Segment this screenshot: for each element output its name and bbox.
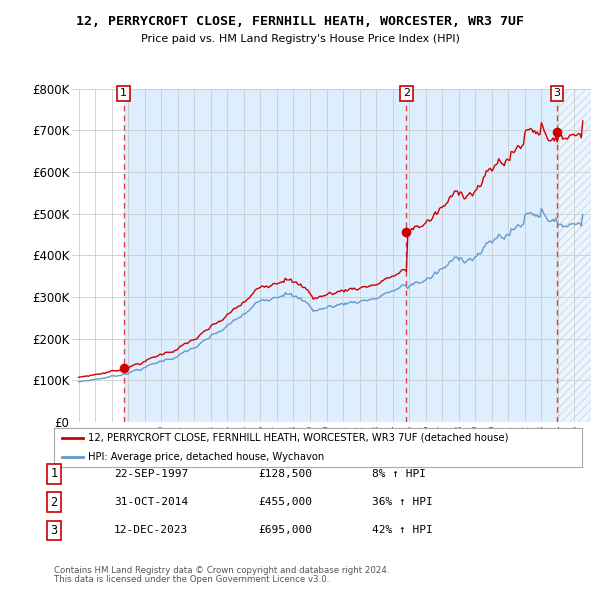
Text: 3: 3 xyxy=(50,524,58,537)
Text: 12, PERRYCROFT CLOSE, FERNHILL HEATH, WORCESTER, WR3 7UF (detached house): 12, PERRYCROFT CLOSE, FERNHILL HEATH, WO… xyxy=(88,432,509,442)
Text: Price paid vs. HM Land Registry's House Price Index (HPI): Price paid vs. HM Land Registry's House … xyxy=(140,34,460,44)
Text: £128,500: £128,500 xyxy=(258,469,312,478)
Point xyxy=(401,228,411,237)
Text: £455,000: £455,000 xyxy=(258,497,312,507)
Text: Contains HM Land Registry data © Crown copyright and database right 2024.: Contains HM Land Registry data © Crown c… xyxy=(54,566,389,575)
Point xyxy=(119,363,128,373)
Text: HPI: Average price, detached house, Wychavon: HPI: Average price, detached house, Wych… xyxy=(88,453,325,463)
Point xyxy=(553,127,562,137)
Text: 22-SEP-1997: 22-SEP-1997 xyxy=(114,469,188,478)
Text: This data is licensed under the Open Government Licence v3.0.: This data is licensed under the Open Gov… xyxy=(54,575,329,584)
Text: 1: 1 xyxy=(120,88,127,99)
Text: 42% ↑ HPI: 42% ↑ HPI xyxy=(372,526,433,535)
Text: 1: 1 xyxy=(50,467,58,480)
Text: 31-OCT-2014: 31-OCT-2014 xyxy=(114,497,188,507)
Text: 8% ↑ HPI: 8% ↑ HPI xyxy=(372,469,426,478)
Text: 2: 2 xyxy=(403,88,410,99)
Text: 36% ↑ HPI: 36% ↑ HPI xyxy=(372,497,433,507)
Text: 12-DEC-2023: 12-DEC-2023 xyxy=(114,526,188,535)
Text: 3: 3 xyxy=(554,88,560,99)
Text: £695,000: £695,000 xyxy=(258,526,312,535)
Text: 2: 2 xyxy=(50,496,58,509)
Bar xyxy=(406,88,557,422)
Bar xyxy=(124,88,406,422)
Bar xyxy=(557,88,591,422)
Text: 12, PERRYCROFT CLOSE, FERNHILL HEATH, WORCESTER, WR3 7UF: 12, PERRYCROFT CLOSE, FERNHILL HEATH, WO… xyxy=(76,15,524,28)
